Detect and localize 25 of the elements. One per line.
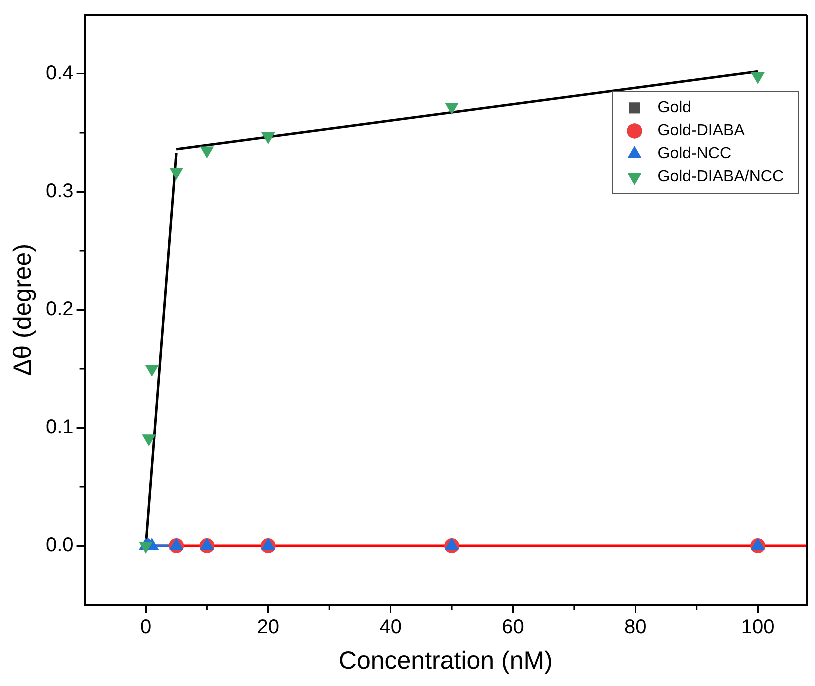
point (139, 542, 153, 554)
legend-label: Gold-DIABA/NCC (658, 168, 784, 186)
y-tick-label: 0.0 (46, 534, 74, 557)
point (445, 103, 459, 115)
point (262, 132, 275, 144)
legend-label: Gold-NCC (658, 146, 732, 163)
point (142, 434, 156, 446)
point (146, 365, 159, 376)
legend-label: Gold-DIABA (658, 122, 746, 140)
y-axis-title: Δθ (degree) (8, 244, 37, 376)
x-tick-label: 60 (502, 616, 524, 639)
point (170, 168, 184, 180)
x-tick-label: 100 (741, 616, 775, 639)
x-tick-label: 40 (380, 616, 402, 639)
y-tick-label: 0.3 (46, 180, 74, 203)
y-tick-label: 0.4 (46, 62, 74, 85)
legend-label: Gold (658, 100, 692, 117)
x-tick-label: 80 (624, 616, 647, 639)
y-tick-label: 0.2 (46, 298, 74, 321)
point (751, 72, 765, 84)
x-tick-label: 0 (140, 616, 152, 639)
y-tick-label: 0.1 (46, 416, 74, 439)
x-tick-label: 20 (257, 616, 280, 639)
point (200, 146, 214, 158)
x-axis-title: Concentration (nM) (338, 646, 553, 675)
